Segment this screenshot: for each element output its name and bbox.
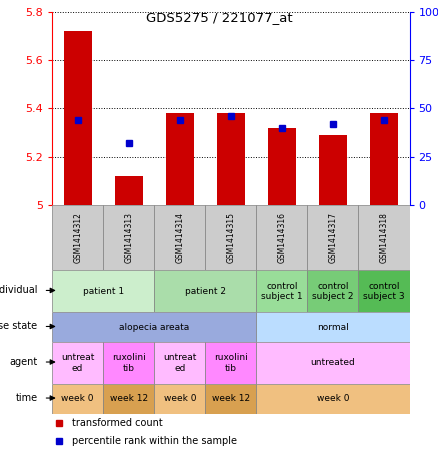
Text: GSM1414316: GSM1414316: [277, 212, 286, 263]
Bar: [154, 270, 256, 312]
Bar: [256, 205, 307, 270]
Bar: [268, 128, 296, 205]
Bar: [370, 113, 398, 205]
Text: individual: individual: [0, 285, 38, 295]
Text: GSM1414313: GSM1414313: [124, 212, 133, 263]
Text: week 12: week 12: [110, 394, 148, 403]
Bar: [52, 270, 154, 312]
Bar: [64, 31, 92, 205]
Text: GSM1414315: GSM1414315: [226, 212, 235, 263]
Text: transformed count: transformed count: [72, 418, 162, 428]
Text: normal: normal: [317, 323, 349, 332]
Bar: [256, 342, 410, 384]
Bar: [205, 342, 256, 384]
Text: agent: agent: [9, 357, 38, 367]
Text: untreat
ed: untreat ed: [61, 353, 94, 372]
Bar: [256, 384, 410, 414]
Text: GDS5275 / 221077_at: GDS5275 / 221077_at: [146, 11, 292, 24]
Text: untreated: untreated: [311, 358, 355, 367]
Bar: [154, 384, 205, 414]
Bar: [307, 270, 358, 312]
Text: percentile rank within the sample: percentile rank within the sample: [72, 436, 237, 447]
Text: control
subject 2: control subject 2: [312, 282, 354, 301]
Text: untreat
ed: untreat ed: [163, 353, 197, 372]
Bar: [307, 205, 358, 270]
Bar: [115, 176, 143, 205]
Bar: [103, 342, 154, 384]
Bar: [166, 113, 194, 205]
Text: disease state: disease state: [0, 322, 38, 332]
Bar: [52, 342, 103, 384]
Text: GSM1414314: GSM1414314: [175, 212, 184, 263]
Bar: [217, 113, 245, 205]
Bar: [154, 342, 205, 384]
Bar: [205, 205, 256, 270]
Text: control
subject 3: control subject 3: [363, 282, 405, 301]
Bar: [358, 270, 410, 312]
Text: alopecia areata: alopecia areata: [119, 323, 189, 332]
Text: week 0: week 0: [61, 394, 94, 403]
Text: control
subject 1: control subject 1: [261, 282, 303, 301]
Bar: [205, 384, 256, 414]
Bar: [358, 205, 410, 270]
Bar: [52, 384, 103, 414]
Text: week 0: week 0: [163, 394, 196, 403]
Text: week 12: week 12: [212, 394, 250, 403]
Text: ruxolini
tib: ruxolini tib: [112, 353, 145, 372]
Text: time: time: [15, 393, 38, 403]
Text: GSM1414317: GSM1414317: [328, 212, 337, 263]
Bar: [103, 205, 154, 270]
Text: patient 2: patient 2: [185, 287, 226, 296]
Bar: [256, 312, 410, 342]
Bar: [319, 135, 347, 205]
Text: patient 1: patient 1: [83, 287, 124, 296]
Text: week 0: week 0: [317, 394, 349, 403]
Bar: [256, 270, 307, 312]
Bar: [154, 205, 205, 270]
Bar: [52, 312, 256, 342]
Text: ruxolini
tib: ruxolini tib: [214, 353, 248, 372]
Bar: [52, 205, 103, 270]
Text: GSM1414318: GSM1414318: [379, 212, 389, 263]
Text: GSM1414312: GSM1414312: [73, 212, 82, 263]
Bar: [103, 384, 154, 414]
